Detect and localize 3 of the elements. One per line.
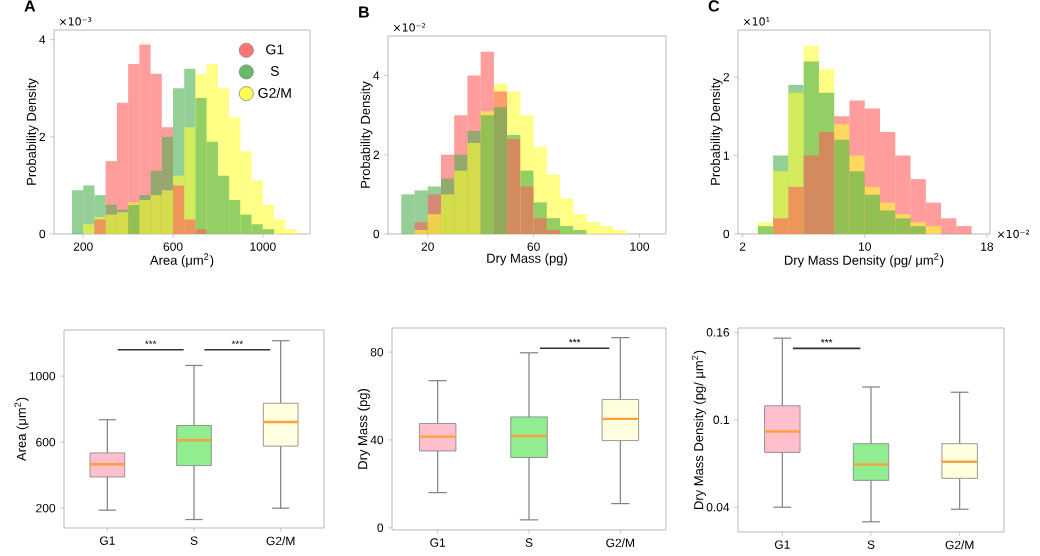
chart-title: B	[359, 6, 369, 18]
chart-title: C	[708, 0, 720, 12]
chart-title: A	[24, 0, 36, 12]
